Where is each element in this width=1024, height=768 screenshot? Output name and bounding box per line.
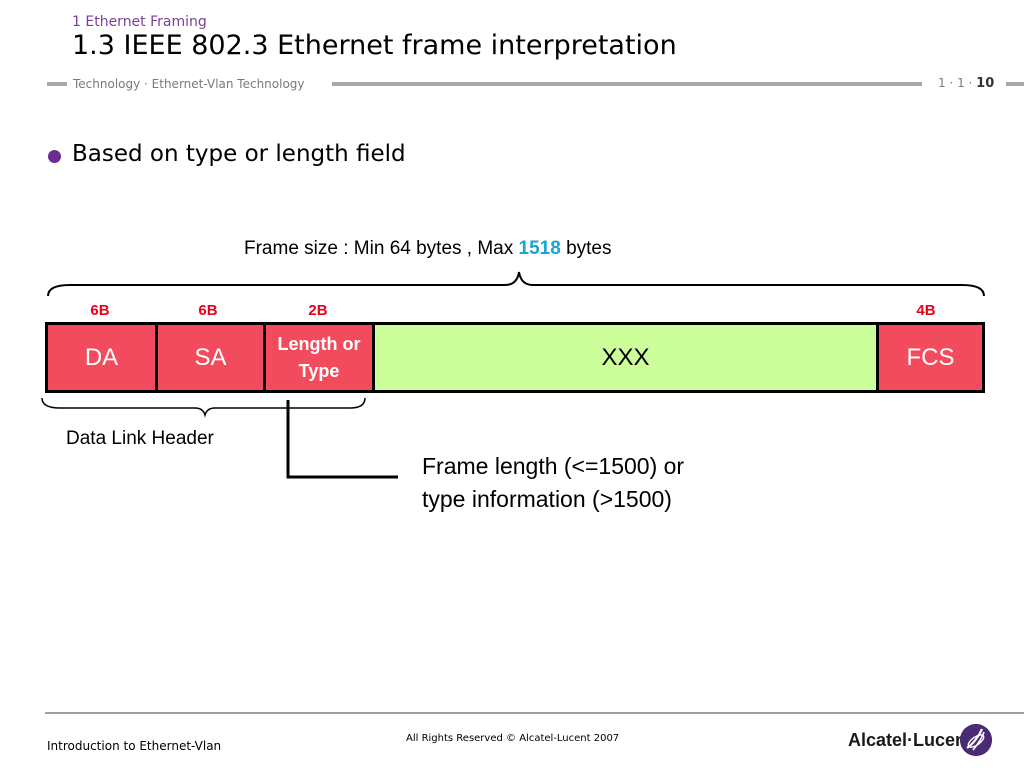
section-label: 1 Ethernet Framing	[72, 14, 207, 30]
brand-logo-text: Alcatel·Lucent	[848, 730, 973, 750]
data-link-header-label: Data Link Header	[66, 428, 214, 449]
field-sa: SA	[158, 325, 266, 390]
size-label-length-type: 2B	[308, 302, 328, 319]
note-line-2: type information (>1500)	[422, 486, 672, 512]
bullet-icon	[48, 150, 61, 163]
field-fcs: FCS	[879, 325, 982, 390]
size-label-fcs: 4B	[916, 302, 936, 319]
note-line-1: Frame length (<=1500) or	[422, 453, 685, 479]
field-length-type-line1: Length or	[277, 333, 361, 354]
footer-course-title: Introduction to Ethernet-Vlan	[47, 739, 222, 753]
header-rule-middle	[332, 82, 922, 86]
length-type-note: Frame length (<=1500) or type informatio…	[422, 450, 684, 516]
field-length-type-line2: Type	[298, 360, 340, 381]
field-da: DA	[48, 325, 158, 390]
frame-size-caption: Frame size : Min 64 bytes , Max 1518 byt…	[244, 238, 612, 259]
page-title: 1.3 IEEE 802.3 Ethernet frame interpreta…	[72, 30, 677, 61]
field-length-type: Length or Type	[266, 325, 375, 390]
header-rule-left	[47, 82, 67, 86]
alcatel-lucent-logo-icon	[960, 724, 992, 756]
bullet-text: Based on type or length field	[72, 141, 406, 167]
size-label-da: 6B	[90, 302, 110, 319]
frame-size-brace	[47, 271, 985, 297]
header-rule-right	[1006, 82, 1024, 86]
footer-rule	[45, 712, 1024, 714]
ethernet-frame: DA SA Length or Type XXX FCS	[45, 322, 985, 393]
footer-copyright: All Rights Reserved © Alcatel-Lucent 200…	[406, 733, 620, 744]
field-payload: XXX	[375, 325, 879, 390]
header-subtitle: Technology · Ethernet-Vlan Technology	[73, 77, 305, 91]
page-number: 1 · 1 · 10	[938, 76, 995, 91]
header-brace	[41, 397, 366, 418]
size-label-sa: 6B	[198, 302, 218, 319]
length-type-connector	[286, 400, 398, 479]
